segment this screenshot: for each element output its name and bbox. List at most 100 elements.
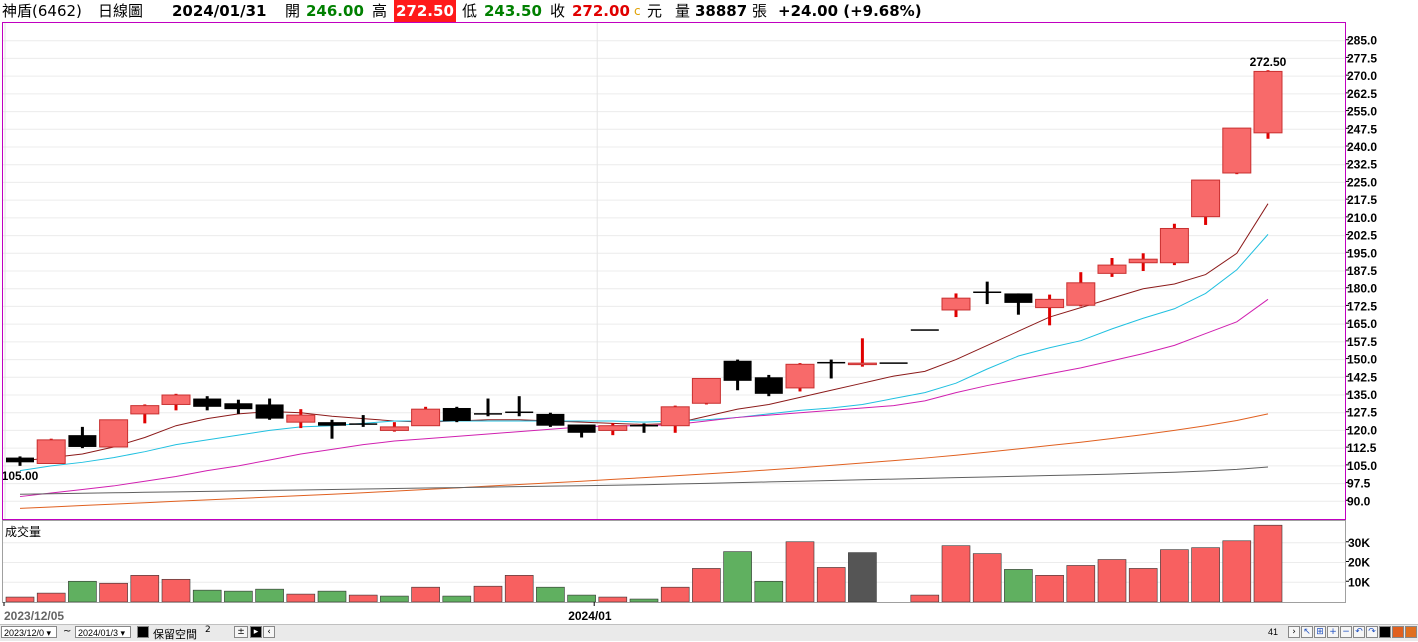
volume-bar xyxy=(473,585,503,603)
candle xyxy=(630,423,658,433)
volume-bar xyxy=(1097,559,1127,603)
ma-line-4 xyxy=(19,466,1269,495)
volume-axis: 10K 20K 30K xyxy=(1346,536,1370,589)
candle xyxy=(910,329,939,331)
candle-body-up xyxy=(411,408,441,427)
volume-bar xyxy=(567,594,596,603)
volume-tick-label: 30K xyxy=(1348,536,1370,550)
price-annotation: 272.50 xyxy=(1250,55,1287,69)
candle-body-down xyxy=(68,435,97,447)
candle-body-down xyxy=(442,407,471,421)
candle xyxy=(442,406,471,423)
undo-icon[interactable]: ↶ xyxy=(1353,626,1365,638)
volume-bar xyxy=(972,553,1002,603)
price-tick-label: 172.5 xyxy=(1347,299,1377,313)
volume-panel: 成交量 xyxy=(2,520,1346,603)
fit-icon[interactable]: ⊞ xyxy=(1314,626,1326,638)
volume-label: 量 xyxy=(675,2,691,20)
candle xyxy=(161,393,191,411)
price-tick-label: 150.0 xyxy=(1347,353,1377,367)
settings-icon[interactable] xyxy=(1392,626,1404,638)
volume-bar xyxy=(816,567,846,603)
candle xyxy=(691,377,721,405)
candle xyxy=(1191,179,1221,225)
volume-bar xyxy=(1066,565,1096,603)
price-tick-label: 112.5 xyxy=(1347,441,1377,455)
redo-icon[interactable]: ↷ xyxy=(1366,626,1378,638)
volume-bar xyxy=(317,590,347,603)
candle-body-down xyxy=(754,377,783,394)
color-swatch[interactable] xyxy=(137,626,149,638)
candle xyxy=(879,362,908,364)
volume-bar xyxy=(1253,524,1283,603)
candle xyxy=(1222,127,1252,175)
price-tick-label: 127.5 xyxy=(1347,406,1377,420)
price-tick-label: 195.0 xyxy=(1347,246,1377,260)
high-value: 272.50 xyxy=(394,0,456,22)
volume-bar xyxy=(68,580,97,603)
volume-bar xyxy=(785,541,815,603)
quote-date: 2024/01/31 xyxy=(172,2,267,20)
stock-name: 神盾(6462) xyxy=(2,2,82,20)
volume-bar xyxy=(224,590,253,603)
volume-bar xyxy=(130,575,160,603)
candle xyxy=(99,419,129,448)
candle xyxy=(660,405,690,433)
play-icon[interactable]: ▸ xyxy=(250,626,262,638)
start-date-select[interactable]: 2023/12/0 ▾ xyxy=(1,626,57,638)
volume-bar xyxy=(723,551,752,603)
candle-body-up xyxy=(847,362,877,366)
candle xyxy=(1066,272,1096,307)
stepper-icon[interactable]: ± xyxy=(234,626,248,638)
candle-body-up xyxy=(1253,70,1283,134)
ma-line-1 xyxy=(19,234,1269,472)
price-tick-label: 120.0 xyxy=(1347,423,1377,437)
cursor-icon[interactable]: ↖ xyxy=(1301,626,1313,638)
volume-bar xyxy=(910,594,940,603)
candle xyxy=(723,359,752,391)
candle xyxy=(941,293,971,318)
candle xyxy=(1159,223,1189,266)
date-axis: 2023/12/05 2024/01 xyxy=(3,602,612,623)
volume-bar xyxy=(692,568,721,603)
period-label[interactable]: 日線圖 xyxy=(98,2,144,20)
candle-body-flat xyxy=(910,329,939,331)
candle-body-up xyxy=(941,297,971,311)
candle-body-down xyxy=(1004,293,1033,303)
candle-body-up xyxy=(1128,258,1158,264)
price-tick-label: 247.5 xyxy=(1347,122,1377,136)
candle-body-flat xyxy=(973,291,1002,294)
price-tick-label: 225.0 xyxy=(1347,175,1377,189)
candle xyxy=(598,423,628,436)
volume-bar xyxy=(1128,568,1158,603)
candle-body-up xyxy=(660,406,690,427)
candle xyxy=(536,412,565,427)
volume-bar xyxy=(754,580,784,603)
volume-bar xyxy=(99,582,128,603)
candle xyxy=(1128,253,1158,271)
zoom-out-icon[interactable]: − xyxy=(1340,626,1352,638)
candle xyxy=(68,426,97,449)
candle-body-down xyxy=(567,424,596,433)
keep-space-value[interactable]: 2 xyxy=(205,625,211,635)
dark-mode-icon[interactable] xyxy=(1379,626,1391,638)
candle xyxy=(817,359,846,379)
close-label: 收 xyxy=(550,2,566,20)
date-tick-label: 2023/12/05 xyxy=(4,609,64,623)
candle-body-down xyxy=(817,361,846,364)
candle-body-flat xyxy=(630,424,658,427)
volume-unit: 張 xyxy=(752,2,768,20)
scroll-right-icon[interactable]: › xyxy=(1288,626,1300,638)
zoom-in-icon[interactable]: + xyxy=(1327,626,1339,638)
price-tick-label: 135.0 xyxy=(1347,388,1377,402)
scroll-left-icon[interactable]: ‹ xyxy=(263,626,275,638)
change-value: +24.00 (+9.68%) xyxy=(778,2,922,20)
candle-body-up xyxy=(379,426,409,431)
candle-body-up xyxy=(1191,179,1221,218)
candle-body-down xyxy=(318,422,346,426)
price-tick-label: 157.5 xyxy=(1347,335,1377,349)
end-date-select[interactable]: 2024/01/3 ▾ xyxy=(75,626,131,638)
candle-body-down xyxy=(224,403,253,410)
price-tick-label: 180.0 xyxy=(1347,282,1377,296)
export-icon[interactable] xyxy=(1405,626,1417,638)
